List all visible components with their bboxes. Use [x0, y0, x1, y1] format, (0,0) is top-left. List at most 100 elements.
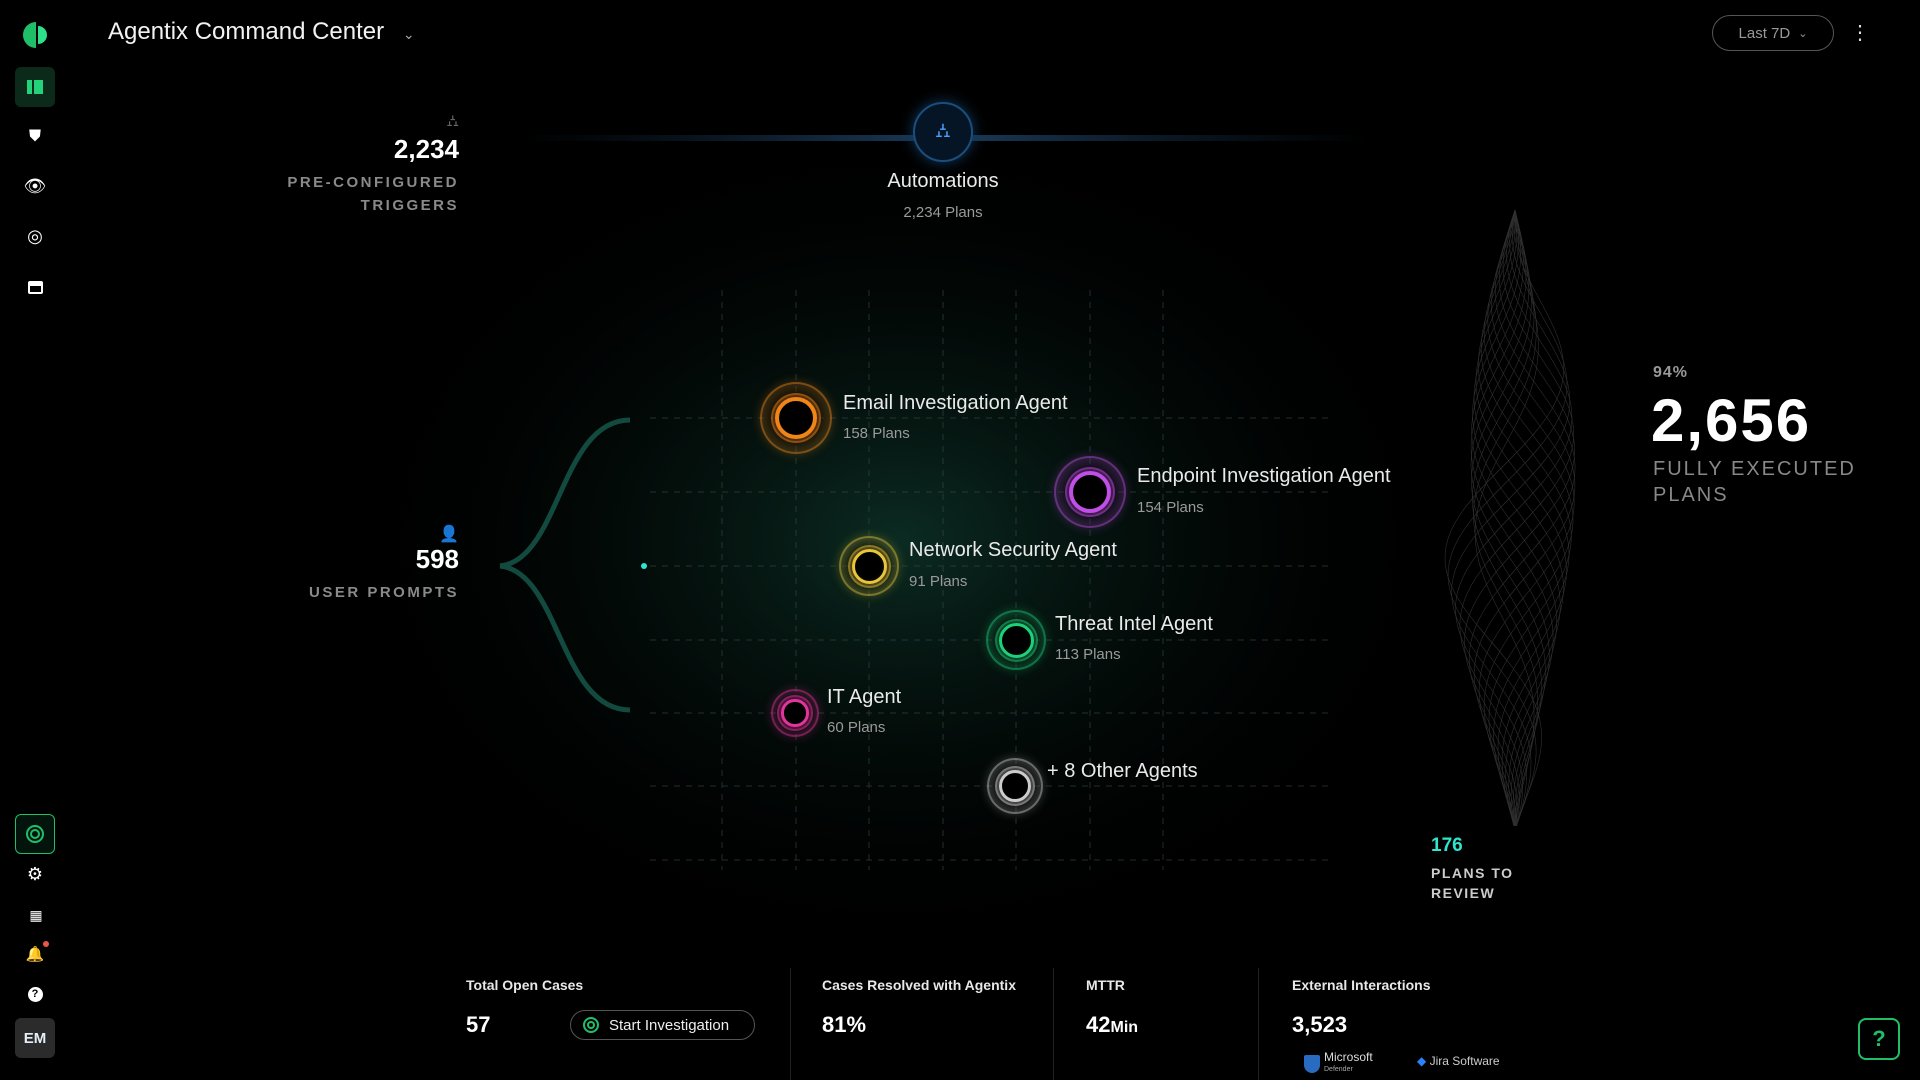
automations-title: Automations [887, 170, 999, 192]
user-icon: 👤 [439, 526, 459, 543]
avatar[interactable]: EM [15, 1018, 55, 1058]
agentix-icon [583, 1017, 599, 1033]
wave-line [1470, 209, 1550, 827]
divider [790, 968, 791, 1080]
sidebar-item-monitor[interactable]: 👁 [15, 166, 55, 206]
microsoft-defender-logo: Microsoft Defender [1304, 1050, 1373, 1075]
prompts-label: USER PROMPTS [308, 584, 459, 601]
wave-line [1459, 209, 1574, 827]
wave-line [1472, 209, 1561, 827]
executed-percent: 94% [1653, 364, 1689, 381]
sidebar-item-cases[interactable]: ⛊ [15, 117, 55, 157]
sidebar-item-help[interactable]: ? [15, 974, 55, 1014]
divider [1258, 968, 1259, 1080]
jira-icon: ◆ [1417, 1054, 1427, 1068]
agent-name: Network Security Agent [909, 539, 1117, 561]
wave-line [1470, 209, 1554, 827]
agent-name: Email Investigation Agent [843, 392, 1068, 414]
agent-ring-icon [986, 610, 1046, 670]
start-investigation-label: Start Investigation [609, 1016, 730, 1034]
store-icon [27, 280, 43, 294]
sidebar-item-notifications[interactable]: 🔔 [15, 934, 55, 974]
review-value[interactable]: 176 [1431, 835, 1463, 856]
target-icon: ◎ [27, 225, 43, 246]
bell-icon: 🔔 [26, 941, 50, 963]
sidebar-item-apps[interactable]: ▦ [15, 895, 55, 935]
agent-ring-icon [839, 536, 899, 596]
executed-label: FULLY EXECUTED PLANS [1653, 456, 1856, 508]
wave-line [1478, 209, 1575, 827]
sidebar-item-agentix[interactable] [15, 814, 55, 854]
agent-ring-icon [760, 382, 832, 454]
time-range-select[interactable]: Last 7D ⌄ [1712, 15, 1834, 51]
sidebar-item-settings[interactable]: ⚙ [15, 854, 55, 894]
chevron-down-icon: ⌄ [1798, 27, 1808, 40]
logo-text: Microsoft [1324, 1050, 1373, 1064]
dashboard-icon [27, 80, 43, 94]
more-options-icon[interactable]: ⋮ [1850, 22, 1870, 44]
logo-text: Jira Software [1429, 1054, 1500, 1068]
logo-subtext: Defender [1324, 1066, 1353, 1073]
wave-line [1451, 209, 1571, 827]
wave-line [1477, 209, 1570, 827]
shield-icon [1304, 1054, 1320, 1073]
automations-plans: 2,234 Plans [903, 204, 983, 221]
review-label-line2: REVIEW [1431, 885, 1496, 901]
wave-line [1447, 209, 1568, 827]
wave-line [1473, 209, 1538, 827]
wave-line [1468, 209, 1576, 827]
review-label: PLANS TO REVIEW [1431, 863, 1514, 903]
executed-value: 2,656 [1651, 387, 1812, 454]
dashboard-title-dropdown[interactable]: Agentix Command Center ⌄ [108, 18, 415, 46]
apps-grid-icon: ▦ [29, 906, 42, 923]
shield-alert-icon: ⛊ [28, 128, 41, 145]
automations-node[interactable]: ⛼ [913, 102, 973, 162]
wave-line [1474, 209, 1539, 827]
agentix-icon [26, 825, 44, 843]
notification-dot [43, 941, 50, 947]
triggers-label-2: TRIGGERS [360, 197, 459, 214]
wave-line [1473, 209, 1576, 827]
mttr-unit: Min [1110, 1019, 1139, 1036]
prompts-value: 598 [415, 544, 459, 574]
divider [1053, 968, 1054, 1080]
agent-ring-icon [987, 758, 1043, 814]
agent-plans: 113 Plans [1055, 646, 1121, 663]
sidebar-item-dashboard[interactable] [15, 67, 55, 107]
hierarchy-icon: ⛼ [446, 113, 459, 130]
wave-line [1483, 209, 1574, 827]
help-button[interactable]: ? [1858, 1018, 1900, 1060]
agent-plans: 91 Plans [909, 573, 968, 590]
triggers-stat: ⛼ 2,234 PRE-CONFIGURED TRIGGERS [287, 112, 459, 217]
agent-plans: 158 Plans [843, 425, 910, 442]
agent-name: Threat Intel Agent [1055, 613, 1213, 635]
gear-icon: ⚙ [26, 863, 44, 884]
logo-icon [23, 22, 47, 48]
agent-name: IT Agent [827, 686, 902, 708]
sidebar-item-marketplace[interactable] [15, 267, 55, 307]
sidebar-item-threats[interactable]: ◎ [15, 216, 55, 256]
review-label-line1: PLANS TO [1431, 865, 1514, 881]
wave-line [1471, 209, 1542, 827]
hierarchy-icon: ⛼ [935, 119, 951, 142]
sidebar: ⛊ 👁 ◎ ⚙ ▦ 🔔 ? EM [0, 0, 70, 1080]
wave-line [1464, 209, 1576, 827]
page-title: Agentix Command Center [108, 18, 385, 45]
resolved-value: 81% [822, 1012, 867, 1037]
executed-label-line2: PLANS [1653, 484, 1729, 506]
agent-name: Endpoint Investigation Agent [1137, 465, 1391, 487]
agent-plans: 60 Plans [827, 719, 886, 736]
time-range-value: Last 7D [1738, 24, 1791, 42]
jira-logo: ◆ Jira Software [1417, 1054, 1500, 1068]
help-icon: ? [27, 986, 43, 1002]
chevron-down-icon: ⌄ [402, 26, 415, 42]
wave-line [1480, 209, 1572, 827]
start-investigation-button[interactable]: Start Investigation [570, 1010, 755, 1040]
wave-line [1471, 209, 1557, 827]
mttr-number: 42 [1086, 1012, 1111, 1037]
triggers-value: 2,234 [393, 134, 459, 164]
agent-ring-icon [1054, 456, 1126, 528]
open-cases-value[interactable]: 57 [466, 1012, 491, 1037]
triggers-label: PRE-CONFIGURED [287, 174, 459, 191]
